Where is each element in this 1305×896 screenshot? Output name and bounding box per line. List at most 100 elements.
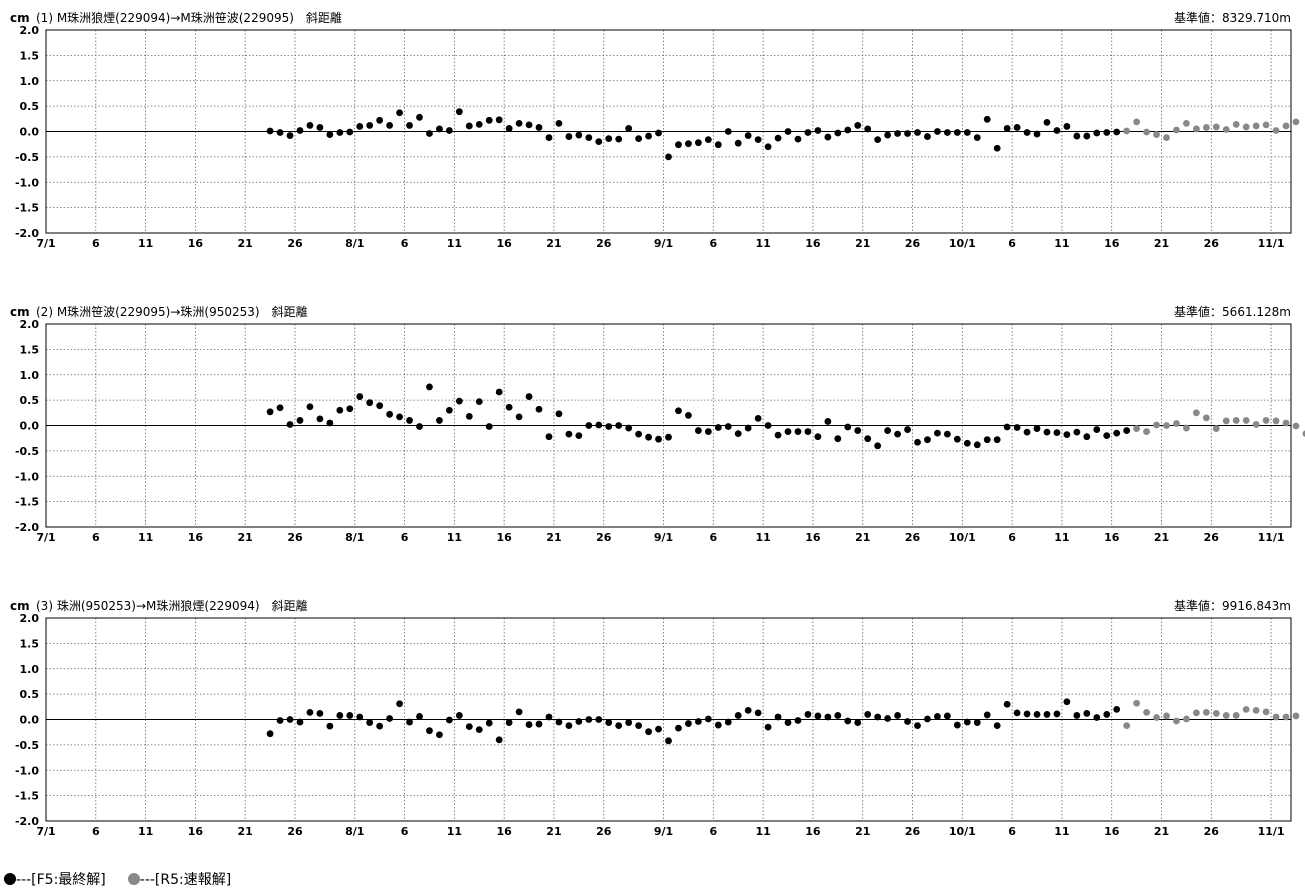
data-point-final	[426, 130, 433, 137]
data-point-final	[685, 140, 692, 148]
y-tick-label: 2.0	[20, 612, 40, 625]
data-point-final	[575, 432, 583, 440]
data-point-rapid	[1163, 134, 1170, 141]
data-point-final	[615, 135, 623, 143]
data-point-final	[844, 126, 852, 134]
data-point-final	[953, 129, 961, 136]
y-tick-label: 1.0	[20, 663, 40, 676]
data-point-final	[694, 718, 702, 725]
data-point-final	[834, 435, 842, 443]
x-tick-label: 26	[596, 237, 612, 250]
data-point-final	[436, 417, 443, 424]
plot-frame	[45, 617, 1292, 822]
chart-baseline-value: 基準値：9916.843m	[1174, 598, 1291, 613]
data-point-final	[675, 141, 682, 149]
data-point-rapid	[1202, 414, 1210, 422]
data-point-final	[914, 722, 921, 729]
data-point-final	[416, 113, 423, 121]
data-point-final	[565, 133, 573, 140]
data-point-final	[485, 719, 493, 727]
x-tick-label: 26	[905, 531, 921, 544]
data-point-final	[535, 720, 543, 728]
data-point-final	[266, 127, 274, 135]
x-tick-label: 11	[1054, 531, 1069, 544]
data-point-final	[734, 139, 742, 147]
x-tick-label: 26	[596, 825, 612, 838]
chart-baseline-value: 基準値：8329.710m	[1174, 10, 1291, 25]
y-tick-label: -0.5	[15, 739, 39, 752]
data-point-rapid	[1163, 712, 1170, 720]
y-tick-label: -0.5	[15, 445, 39, 458]
data-point-final	[585, 716, 593, 723]
data-point-final	[894, 130, 901, 137]
data-point-final	[485, 423, 493, 430]
x-tick-label: 21	[855, 825, 870, 838]
data-point-rapid	[1292, 422, 1300, 430]
x-tick-label: 6	[1008, 531, 1016, 544]
data-point-final	[774, 134, 782, 142]
data-point-final	[924, 715, 931, 723]
data-point-final	[874, 136, 882, 144]
data-point-final	[724, 128, 732, 135]
legend-rapid-label: ---[R5:速報解]	[139, 872, 232, 888]
data-point-final	[306, 122, 314, 129]
chart-baseline-value: 基準値：5661.128m	[1174, 304, 1291, 319]
data-point-final	[714, 424, 722, 431]
x-tick-label: 21	[855, 531, 870, 544]
data-point-rapid	[1242, 705, 1250, 713]
data-point-final	[1063, 431, 1071, 439]
data-point-final	[296, 718, 304, 726]
y-tick-label: 1.0	[20, 369, 40, 382]
data-point-final	[475, 726, 483, 734]
y-tick-label: 1.5	[20, 637, 40, 650]
data-point-rapid	[1282, 419, 1290, 427]
data-point-final	[595, 716, 603, 723]
data-point-final	[595, 138, 603, 146]
data-point-final	[525, 393, 533, 400]
data-point-final	[386, 715, 394, 722]
data-point-final	[744, 424, 752, 432]
data-point-final	[1073, 428, 1081, 436]
data-point-final	[1103, 129, 1111, 136]
legend-rapid-marker	[127, 873, 140, 885]
x-tick-label: 16	[188, 237, 204, 250]
data-point-final	[346, 712, 354, 719]
data-point-final	[884, 427, 892, 434]
data-point-final	[1113, 705, 1121, 713]
data-point-final	[764, 143, 772, 151]
data-point-final	[286, 132, 294, 139]
x-tick-label: 8/1	[345, 531, 364, 544]
x-tick-label: 21	[1154, 825, 1169, 838]
x-tick-label: 21	[855, 237, 870, 250]
data-point-rapid	[1262, 708, 1270, 716]
data-point-final	[774, 713, 782, 721]
legend-final-marker	[4, 873, 16, 885]
data-point-final	[655, 129, 662, 137]
y-tick-label: 0.5	[20, 100, 40, 113]
data-point-final	[326, 722, 334, 730]
legend-item-rapid: ---[R5:速報解]	[127, 869, 232, 889]
data-point-final	[615, 422, 623, 429]
x-tick-label: 16	[1104, 237, 1120, 250]
data-point-final	[366, 719, 374, 726]
data-point-final	[296, 127, 304, 134]
data-point-final	[455, 108, 463, 116]
data-point-final	[326, 419, 334, 427]
data-point-final	[475, 120, 483, 128]
data-point-final	[406, 122, 413, 129]
data-point-final	[864, 125, 872, 133]
data-point-final	[854, 122, 862, 129]
data-point-final	[585, 422, 593, 429]
y-tick-label: -1.5	[15, 496, 39, 509]
x-tick-label: 6	[709, 531, 717, 544]
data-point-rapid	[1252, 706, 1260, 714]
data-point-rapid	[1292, 712, 1300, 720]
data-point-final	[595, 421, 603, 429]
data-point-final	[366, 122, 374, 129]
data-point-final	[366, 399, 374, 407]
data-point-final	[734, 712, 742, 719]
data-point-final	[993, 722, 1001, 729]
data-point-final	[645, 728, 652, 736]
data-point-final	[714, 141, 722, 149]
